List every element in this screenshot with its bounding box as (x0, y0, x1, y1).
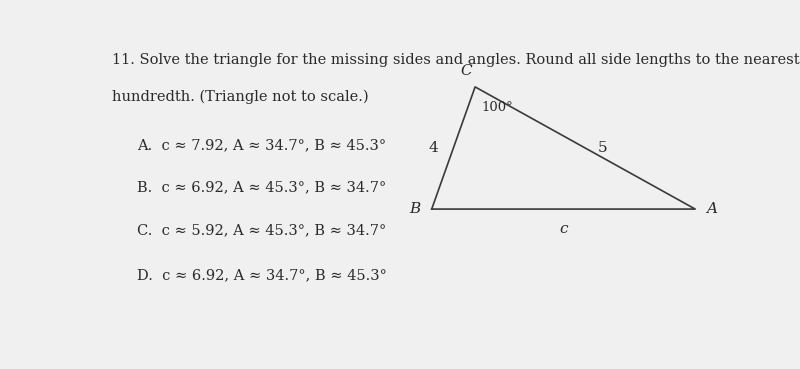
Text: D.  c ≈ 6.92, A ≈ 34.7°, B ≈ 45.3°: D. c ≈ 6.92, A ≈ 34.7°, B ≈ 45.3° (138, 269, 387, 283)
Text: B: B (410, 202, 421, 216)
Text: A.  c ≈ 7.92, A ≈ 34.7°, B ≈ 45.3°: A. c ≈ 7.92, A ≈ 34.7°, B ≈ 45.3° (138, 138, 386, 152)
Text: A: A (706, 202, 718, 216)
Text: hundredth. (Triangle not to scale.): hundredth. (Triangle not to scale.) (112, 90, 369, 104)
Text: 11. Solve the triangle for the missing sides and angles. Round all side lengths : 11. Solve the triangle for the missing s… (112, 53, 800, 67)
Text: c: c (559, 222, 568, 236)
Text: 4: 4 (428, 141, 438, 155)
Text: C.  c ≈ 5.92, A ≈ 45.3°, B ≈ 34.7°: C. c ≈ 5.92, A ≈ 45.3°, B ≈ 34.7° (138, 223, 386, 237)
Text: B.  c ≈ 6.92, A ≈ 45.3°, B ≈ 34.7°: B. c ≈ 6.92, A ≈ 45.3°, B ≈ 34.7° (138, 181, 386, 195)
Text: 100°: 100° (482, 101, 513, 114)
Text: 5: 5 (598, 141, 607, 155)
Text: C: C (460, 64, 472, 78)
